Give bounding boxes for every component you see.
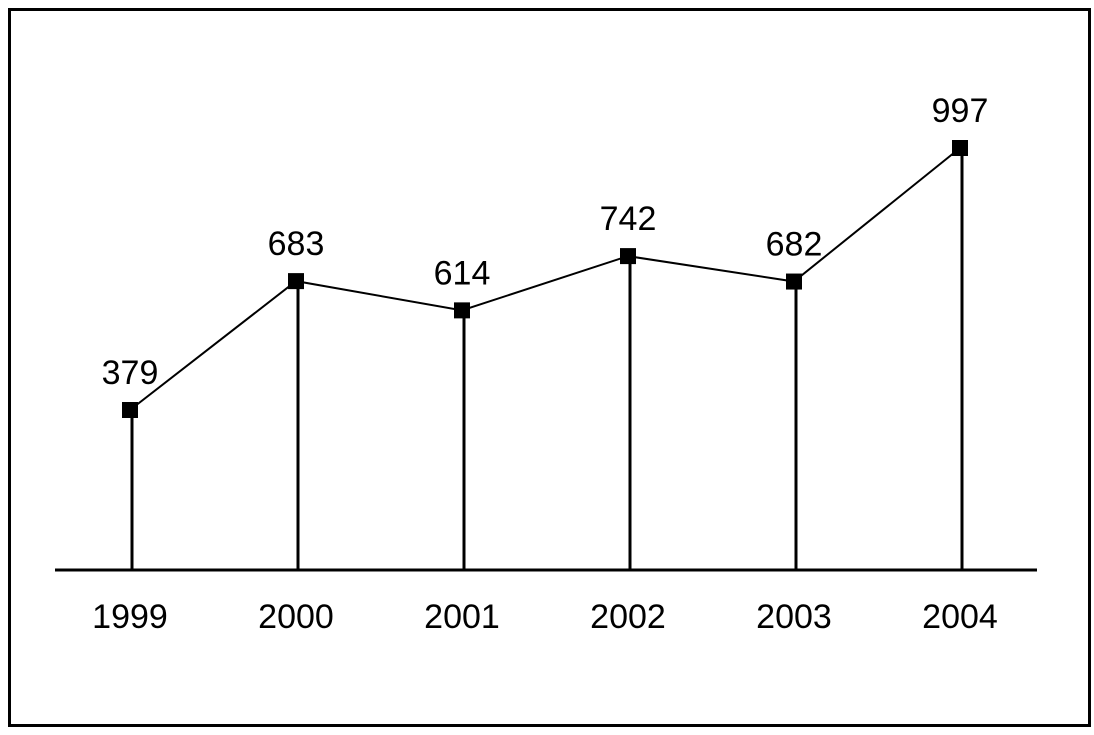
data-point-2000 bbox=[288, 273, 304, 290]
data-point-2001 bbox=[454, 302, 470, 319]
x-tick-labels: 1999 2000 2001 2002 2003 2004 bbox=[92, 598, 998, 636]
x-tick-label-2001: 2001 bbox=[424, 598, 500, 636]
data-label-2003: 682 bbox=[766, 226, 823, 264]
data-label-2000: 683 bbox=[268, 225, 325, 263]
data-label-2001: 614 bbox=[434, 254, 491, 292]
series-line bbox=[129, 147, 961, 411]
x-tick-label-2003: 2003 bbox=[756, 598, 832, 636]
x-tick-label-2004: 2004 bbox=[922, 598, 998, 636]
data-point-2003 bbox=[786, 273, 802, 290]
markers bbox=[122, 140, 968, 418]
data-label-2004: 997 bbox=[932, 92, 989, 130]
x-tick-label-2000: 2000 bbox=[258, 598, 334, 636]
data-label-1999: 379 bbox=[102, 354, 159, 392]
drop-lines bbox=[130, 148, 964, 570]
data-labels: 379 683 614 742 682 997 bbox=[102, 92, 989, 392]
data-point-2004 bbox=[952, 140, 968, 156]
x-tick-label-1999: 1999 bbox=[92, 598, 168, 636]
chart-frame bbox=[8, 8, 1091, 727]
data-label-2002: 742 bbox=[600, 200, 657, 238]
series-line-group bbox=[129, 147, 961, 411]
x-tick-label-2002: 2002 bbox=[590, 598, 666, 636]
data-point-2002 bbox=[620, 248, 636, 265]
data-point-1999 bbox=[122, 402, 138, 418]
